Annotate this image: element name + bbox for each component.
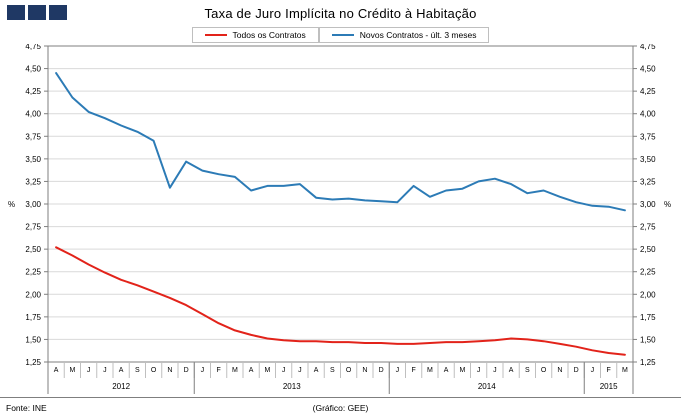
svg-text:N: N [167, 367, 172, 374]
svg-text:J: J [87, 367, 91, 374]
svg-text:A: A [444, 367, 449, 374]
svg-text:1,50: 1,50 [25, 335, 41, 344]
svg-text:2,75: 2,75 [25, 223, 41, 232]
legend-item-todos-os-contratos: Todos os Contratos [191, 27, 319, 43]
svg-text:D: D [184, 367, 189, 374]
svg-text:3,00: 3,00 [640, 200, 656, 209]
svg-text:2,25: 2,25 [25, 268, 41, 277]
svg-text:2015: 2015 [600, 382, 618, 391]
svg-text:D: D [574, 367, 579, 374]
svg-text:M: M [264, 367, 270, 374]
svg-text:J: J [396, 367, 400, 374]
chart-legend: Todos os Contratos Novos Contratos - últ… [0, 27, 681, 43]
svg-text:S: S [525, 367, 530, 374]
svg-text:2012: 2012 [112, 382, 130, 391]
svg-text:N: N [557, 367, 562, 374]
legend-label: Novos Contratos - últ. 3 meses [359, 30, 477, 40]
svg-text:O: O [346, 367, 352, 374]
svg-text:A: A [249, 367, 254, 374]
chart-area: 1,25 1,25 1,50 1,50 1,75 1,75 2,00 2,00 2,25 2,25… [0, 42, 681, 398]
svg-text:2013: 2013 [283, 382, 301, 391]
svg-text:4,00: 4,00 [25, 110, 41, 119]
svg-text:4,50: 4,50 [25, 65, 41, 74]
chart-title: Taxa de Juro Implícita no Crédito à Habi… [204, 6, 477, 21]
svg-text:F: F [411, 367, 415, 374]
svg-text:J: J [282, 367, 286, 374]
svg-text:2,50: 2,50 [640, 245, 656, 254]
svg-text:2014: 2014 [478, 382, 496, 391]
logo [7, 5, 67, 20]
svg-text:1,50: 1,50 [640, 335, 656, 344]
svg-text:J: J [201, 367, 205, 374]
svg-text:3,25: 3,25 [640, 177, 656, 186]
svg-text:A: A [119, 367, 124, 374]
svg-text:4,75: 4,75 [640, 44, 656, 51]
svg-text:M: M [427, 367, 433, 374]
svg-text:S: S [330, 367, 335, 374]
svg-text:A: A [54, 367, 59, 374]
svg-text:M: M [459, 367, 465, 374]
svg-text:O: O [151, 367, 157, 374]
svg-text:J: J [591, 367, 595, 374]
svg-text:J: J [477, 367, 481, 374]
svg-text:N: N [362, 367, 367, 374]
blue-line-swatch-icon [331, 34, 354, 36]
svg-text:1,75: 1,75 [640, 313, 656, 322]
svg-text:A: A [509, 367, 514, 374]
svg-text:%: % [8, 200, 15, 209]
svg-text:3,25: 3,25 [25, 177, 41, 186]
svg-text:J: J [298, 367, 302, 374]
legend-label: Todos os Contratos [232, 30, 306, 40]
svg-text:3,75: 3,75 [640, 132, 656, 141]
credit-label: (Gráfico: GEE) [312, 403, 369, 413]
svg-text:F: F [606, 367, 610, 374]
svg-text:A: A [314, 367, 319, 374]
svg-text:3,50: 3,50 [640, 155, 656, 164]
svg-text:M: M [69, 367, 75, 374]
chart-footer: Fonte: INE (Gráfico: GEE) [0, 397, 681, 418]
svg-text:S: S [135, 367, 140, 374]
svg-text:4,25: 4,25 [25, 87, 41, 96]
svg-text:4,50: 4,50 [640, 65, 656, 74]
chart-canvas: 1,25 1,25 1,50 1,50 1,75 1,75 2,00 2,00 2,25 2,25… [8, 42, 671, 394]
legend-item-novos-contratos: Novos Contratos - últ. 3 meses [318, 27, 490, 43]
svg-text:4,00: 4,00 [640, 110, 656, 119]
svg-text:2,00: 2,00 [640, 290, 656, 299]
svg-text:3,50: 3,50 [25, 155, 41, 164]
svg-text:4,25: 4,25 [640, 87, 656, 96]
svg-text:D: D [379, 367, 384, 374]
svg-text:1,25: 1,25 [25, 358, 41, 367]
svg-text:2,50: 2,50 [25, 245, 41, 254]
svg-text:M: M [232, 367, 238, 374]
svg-text:F: F [216, 367, 220, 374]
svg-text:M: M [622, 367, 628, 374]
svg-text:1,75: 1,75 [25, 313, 41, 322]
svg-text:J: J [103, 367, 107, 374]
svg-text:O: O [541, 367, 547, 374]
svg-text:2,75: 2,75 [640, 223, 656, 232]
svg-text:2,00: 2,00 [25, 290, 41, 299]
svg-text:J: J [493, 367, 497, 374]
svg-text:4,75: 4,75 [25, 44, 41, 51]
svg-text:%: % [664, 200, 671, 209]
svg-text:3,00: 3,00 [25, 200, 41, 209]
logo-square-icon [7, 5, 25, 20]
source-label: Fonte: INE [6, 403, 47, 413]
svg-text:2,25: 2,25 [640, 268, 656, 277]
svg-text:1,25: 1,25 [640, 358, 656, 367]
logo-square-icon [28, 5, 46, 20]
logo-square-icon [49, 5, 67, 20]
red-line-swatch-icon [204, 34, 227, 36]
svg-text:3,75: 3,75 [25, 132, 41, 141]
